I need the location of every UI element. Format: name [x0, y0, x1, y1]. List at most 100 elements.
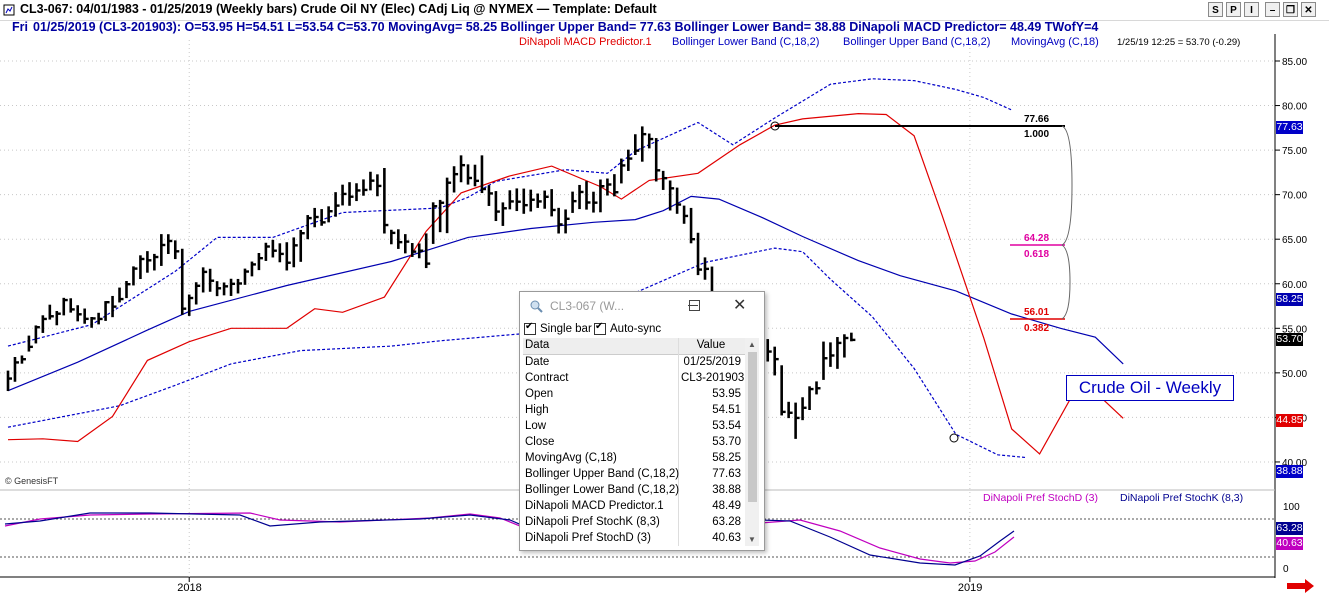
window-titlebar: CL3-067: 04/01/1983 - 01/25/2019 (Weekly…: [0, 0, 1329, 21]
row-value: 01/25/2019: [683, 356, 741, 368]
s-button[interactable]: S: [1208, 2, 1223, 17]
table-row[interactable]: Close 53.70: [523, 435, 745, 451]
fib-mid-ratio: 0.618: [1024, 249, 1049, 260]
tag-bb-upper: 77.63: [1276, 121, 1303, 134]
row-label: MovingAvg (C,18): [525, 452, 617, 464]
fib-mid-value: 64.28: [1024, 233, 1049, 244]
tag-close: 53.70: [1276, 333, 1303, 346]
row-value: 77.63: [712, 468, 741, 480]
y-tick-label: 85.00: [1282, 57, 1307, 68]
row-label: DiNapoli Pref StochK (8,3): [525, 516, 660, 528]
row-label: Bollinger Lower Band (C,18,2): [525, 484, 680, 496]
column-data-header: Data: [525, 339, 550, 351]
tag-moving-avg: 58.25: [1276, 293, 1303, 306]
scroll-up-icon[interactable]: ▲: [748, 340, 756, 349]
y-tick-label: 55.00: [1282, 324, 1307, 335]
table-row[interactable]: MovingAvg (C,18) 58.25: [523, 451, 745, 467]
close-button[interactable]: ✕: [1301, 2, 1316, 17]
checkbox-check-icon: [524, 321, 536, 335]
row-label: Date: [525, 356, 550, 368]
legend-bb-upper: Bollinger Upper Band (C,18,2): [843, 36, 990, 48]
y-tick-label: 70.00: [1282, 191, 1307, 202]
column-value-header: Value: [696, 339, 726, 351]
y-tick-label: 50.00: [1282, 369, 1307, 380]
table-row[interactable]: Date 01/25/2019: [523, 355, 745, 371]
magnifier-icon: [530, 300, 543, 313]
i-button[interactable]: I: [1244, 2, 1259, 17]
table-row[interactable]: DiNapoli Pref StochD (3) 40.63: [523, 531, 745, 546]
y-tick-label: 60.00: [1282, 280, 1307, 291]
row-label: DiNapoli Pref StochD (3): [525, 532, 651, 544]
legend-bb-lower: Bollinger Lower Band (C,18,2): [672, 36, 819, 48]
bb-lower-line: [7, 247, 1026, 459]
data-table: Data Value Date 01/25/2019 Contract CL3-201…: [523, 338, 745, 546]
fib-high-ratio: 1.000: [1024, 129, 1049, 140]
fib-high-value: 77.66: [1024, 114, 1049, 125]
popup-scroll-thumb[interactable]: [748, 352, 757, 502]
row-value: 38.88: [712, 484, 741, 496]
minimize-button[interactable]: –: [1265, 2, 1280, 17]
table-row[interactable]: Contract CL3-201903: [523, 371, 745, 387]
x-tick-label: 2018: [177, 582, 201, 594]
y-tick-label: 80.00: [1282, 102, 1307, 113]
chart-window-icon: [3, 4, 15, 16]
row-label: Bollinger Upper Band (C,18,2): [525, 468, 680, 480]
table-row[interactable]: Bollinger Upper Band (C,18,2) 77.63: [523, 467, 745, 483]
single-bar-checkbox[interactable]: Single bar: [524, 321, 592, 336]
row-value: 63.28: [712, 516, 741, 528]
stoch-tick-0: 0: [1283, 564, 1289, 575]
table-row[interactable]: Bollinger Lower Band (C,18,2) 38.88: [523, 483, 745, 499]
popup-close-icon[interactable]: ✕: [733, 297, 747, 314]
data-infobar: Fri 01/25/2019 (CL3-201903): O=53.95 H=5…: [0, 20, 1329, 34]
legend-stochk: DiNapoli Pref StochK (8,3): [1120, 492, 1243, 504]
auto-sync-checkbox[interactable]: Auto-sync: [594, 321, 661, 336]
table-row[interactable]: DiNapoli Pref StochK (8,3) 63.28: [523, 515, 745, 531]
row-value: 53.54: [712, 420, 741, 432]
row-label: Open: [525, 388, 554, 400]
restore-button[interactable]: ❐: [1283, 2, 1298, 17]
table-header: Data Value: [523, 338, 745, 355]
row-value: 53.70: [712, 436, 741, 448]
tag-stochk: 63.28: [1276, 522, 1303, 535]
scroll-right-arrow[interactable]: [1287, 579, 1314, 593]
legend-macd: DiNapoli MACD Predictor.1: [519, 36, 652, 48]
y-tick-label: 75.00: [1282, 146, 1307, 157]
row-value: 58.25: [712, 452, 741, 464]
row-label: DiNapoli MACD Predictor.1: [525, 500, 664, 512]
row-value: 40.63: [712, 532, 741, 544]
fib-bracket-lower: [1061, 244, 1071, 320]
stoch-tick-100: 100: [1283, 502, 1300, 513]
tag-bb-lower: 38.88: [1276, 465, 1303, 478]
scroll-down-icon[interactable]: ▼: [748, 535, 756, 544]
table-row[interactable]: High 54.51: [523, 403, 745, 419]
row-value: CL3-201903: [681, 372, 745, 384]
window-title: CL3-067: 04/01/1983 - 01/25/2019 (Weekly…: [20, 2, 657, 16]
chart-annotation-box[interactable]: Crude Oil - Weekly: [1066, 375, 1234, 401]
x-tick-label: 2019: [958, 582, 982, 594]
table-row[interactable]: Open 53.95: [523, 387, 745, 403]
table-row[interactable]: Low 53.54: [523, 419, 745, 435]
tag-macd: 44.85: [1276, 414, 1303, 427]
fib-low-value: 56.01: [1024, 307, 1049, 318]
single-bar-label: Single bar: [540, 322, 592, 335]
popup-maximize-icon[interactable]: [689, 300, 700, 311]
y-tick-label: 65.00: [1282, 235, 1307, 246]
legend-last-quote: 1/25/19 12:25 = 53.70 (-0.29): [1117, 37, 1240, 48]
data-window-popup[interactable]: CL3-067 (W... ✕ Single bar Auto-sync Dat…: [519, 291, 765, 551]
row-label: Contract: [525, 372, 569, 384]
copyright-label: © GenesisFT: [5, 476, 59, 486]
row-value: 54.51: [712, 404, 741, 416]
popup-title: CL3-067 (W...: [550, 299, 625, 313]
table-row[interactable]: DiNapoli MACD Predictor.1 48.49: [523, 499, 745, 515]
p-button[interactable]: P: [1226, 2, 1241, 17]
fib-low-ratio: 0.382: [1024, 323, 1049, 334]
popup-minimize-icon[interactable]: [688, 305, 698, 307]
row-label: Low: [525, 420, 547, 432]
bar-summary: 01/25/2019 (CL3-201903): O=53.95 H=54.51…: [33, 20, 1099, 34]
swing-low-marker[interactable]: [949, 433, 959, 443]
popup-titlebar[interactable]: CL3-067 (W... ✕: [520, 292, 764, 320]
y-tick-label: 40.00: [1282, 458, 1307, 469]
auto-sync-label: Auto-sync: [610, 322, 662, 335]
row-label: High: [525, 404, 549, 416]
row-label: Close: [525, 436, 555, 448]
